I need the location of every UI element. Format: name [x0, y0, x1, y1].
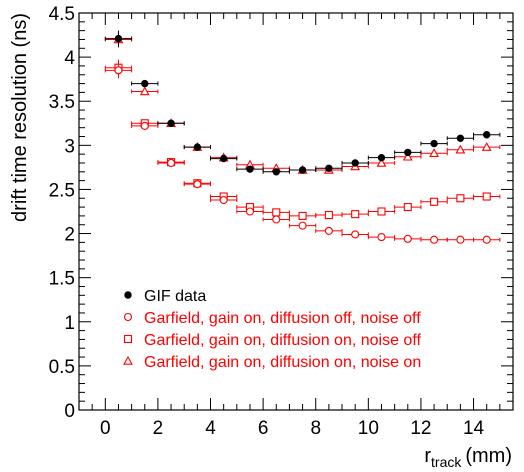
- data-point: [219, 195, 228, 205]
- data-point: [377, 153, 386, 162]
- data-point: [139, 86, 150, 96]
- data-series: [104, 30, 501, 244]
- data-point: [481, 141, 492, 151]
- y-tick-label: 2.5: [49, 180, 75, 201]
- y-tick-label: 3: [64, 136, 75, 157]
- data-point: [403, 203, 412, 212]
- data-point: [430, 235, 439, 244]
- data-point: [430, 139, 438, 148]
- legend-label: Garfield, gain on, diffusion off, noise …: [144, 310, 421, 327]
- x-tick-label: 0: [100, 418, 111, 439]
- data-point: [376, 157, 387, 167]
- x-axis-title-unit: (mm): [465, 445, 512, 467]
- data-point: [351, 210, 360, 219]
- y-tick-label: 4: [64, 48, 75, 69]
- legend-marker: [123, 312, 133, 322]
- x-tick-label: 10: [358, 418, 379, 439]
- series-4: [104, 31, 501, 174]
- x-axis-title: rtrack (mm): [424, 445, 512, 470]
- data-point: [246, 165, 254, 173]
- data-point: [193, 143, 202, 151]
- data-point: [219, 154, 228, 163]
- x-tick-label: 12: [410, 418, 431, 439]
- data-point: [482, 131, 491, 139]
- y-tick-label: 0.5: [49, 357, 75, 378]
- data-point: [456, 134, 465, 142]
- data-point: [403, 234, 412, 243]
- y-tick-label: 3.5: [49, 92, 75, 113]
- x-axis-title-subscript: track: [431, 454, 462, 470]
- x-tick-label: 14: [463, 418, 485, 439]
- data-point: [482, 235, 491, 244]
- y-axis-title: drift time resolution (ns): [9, 13, 31, 222]
- plot-frame: [78, 12, 514, 411]
- data-point: [324, 226, 333, 235]
- legend: GIF data Garfield, gain on, diffusion off…: [123, 288, 421, 371]
- y-axis: 0 0.5 1 1.5 2 2.5 3 3.5 4 4.5: [49, 4, 513, 422]
- legend-label: GIF data: [144, 288, 206, 305]
- data-point: [430, 197, 439, 206]
- x-tick-label: 8: [310, 418, 321, 439]
- data-point: [114, 66, 123, 75]
- legend-marker: [123, 355, 133, 365]
- legend-label: Garfield, gain on, diffusion on, noise o…: [144, 354, 421, 371]
- x-axis-title-main: r: [424, 445, 431, 467]
- data-point: [167, 158, 176, 168]
- data-point: [167, 119, 175, 127]
- data-point: [324, 210, 333, 220]
- data-point: [272, 168, 280, 176]
- data-point: [455, 144, 466, 154]
- data-point: [193, 180, 202, 189]
- data-point: [482, 192, 491, 201]
- series-2: [104, 62, 501, 244]
- x-tick-label: 6: [258, 418, 269, 439]
- legend-label: Garfield, gain on, diffusion on, noise o…: [144, 332, 421, 349]
- x-tick-label: 4: [205, 418, 216, 439]
- y-tick-label: 0: [64, 401, 75, 422]
- data-point: [429, 148, 440, 158]
- data-point: [404, 148, 412, 157]
- data-point: [351, 230, 360, 239]
- data-point: [377, 207, 386, 216]
- y-tick-label: 1.5: [49, 269, 75, 290]
- y-tick-label: 1: [64, 313, 75, 334]
- data-point: [272, 215, 281, 224]
- data-point: [298, 221, 307, 230]
- data-point: [245, 207, 255, 216]
- data-point: [298, 211, 307, 220]
- series-1: [104, 30, 501, 176]
- x-tick-label: 2: [153, 418, 164, 439]
- y-tick-label: 2: [64, 225, 75, 246]
- legend-marker: [123, 334, 133, 344]
- data-point: [141, 79, 149, 88]
- data-point: [114, 34, 123, 43]
- y-tick-label: 4.5: [49, 4, 75, 25]
- data-point: [377, 233, 386, 242]
- data-point: [298, 166, 307, 174]
- series-3: [104, 59, 501, 220]
- data-point: [351, 159, 359, 167]
- data-point: [456, 194, 465, 203]
- x-axis: 0 2 4 6 8 10 12 14: [78, 13, 514, 439]
- data-point: [325, 164, 333, 172]
- data-point: [402, 151, 413, 161]
- data-point: [456, 235, 465, 244]
- data-point: [272, 208, 281, 217]
- data-point: [140, 121, 149, 130]
- legend-marker: [124, 291, 132, 299]
